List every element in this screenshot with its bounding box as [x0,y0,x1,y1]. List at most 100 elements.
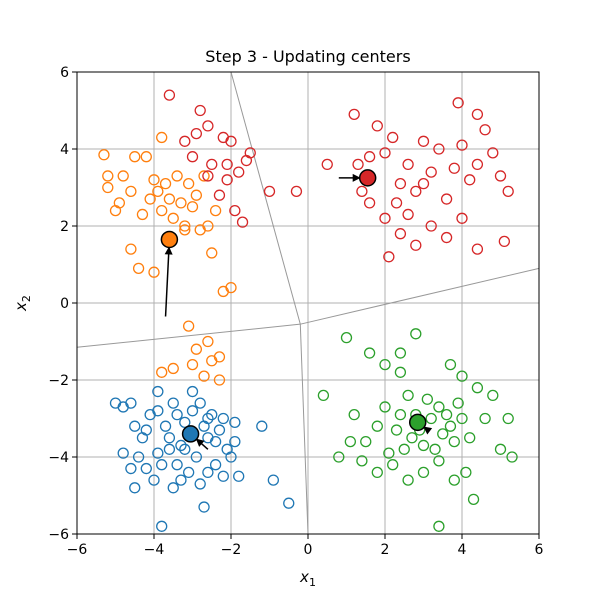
data-point [194,478,206,490]
data-point [383,447,395,459]
y-tick-label: 4 [60,142,69,158]
data-point [156,204,168,217]
y-axis-label: x2 [12,295,33,312]
cluster-center [181,425,200,443]
data-point [460,466,472,479]
cluster-centers [160,169,427,443]
data-point [267,474,280,486]
data-point [140,424,152,436]
data-point [348,408,360,421]
cluster-center [358,169,377,187]
data-point [398,443,410,455]
data-point [402,158,414,171]
data-point [117,401,129,413]
data-point [167,397,179,409]
data-point [136,432,149,444]
data-point [402,208,414,221]
data-point [363,197,376,209]
data-point [217,131,229,144]
y-tick-label: 6 [60,65,69,81]
data-point [190,451,203,463]
data-point [182,320,195,332]
data-point [125,397,137,409]
data-point [202,466,214,479]
data-point [456,212,468,224]
data-point [410,239,422,251]
data-point [402,389,414,402]
y-tick-label: 2 [60,219,69,235]
data-point [186,405,199,417]
data-point [206,355,218,367]
data-point [102,181,114,194]
data-point [417,439,430,452]
data-point [452,397,464,409]
data-point [209,459,222,471]
data-point [98,149,110,161]
data-point [171,459,183,471]
data-point [379,147,391,159]
data-point [167,212,179,224]
data-point [236,216,249,228]
data-point [132,262,145,275]
data-point [240,154,253,167]
cluster-center [160,230,179,249]
data-point [163,89,176,101]
data-point [506,451,518,463]
data-point [186,358,199,371]
data-point [433,520,445,532]
data-point [171,408,183,421]
data-point [394,366,407,378]
data-point [213,351,226,363]
data-point [440,231,453,244]
data-point [371,466,383,479]
data-point [360,435,372,448]
data-point [171,170,183,182]
data-point [433,455,445,467]
data-point [333,451,345,463]
data-point [440,193,453,205]
axis-ticks: −6 −4 −2 0 2 4 6 −6 −4 −2 0 2 4 6 [48,65,543,558]
data-point [140,151,152,163]
data-point [390,424,403,436]
data-point [456,139,468,151]
data-point [148,474,160,486]
data-point [159,420,172,432]
data-point [213,424,226,436]
data-point [425,220,437,232]
data-point [117,447,129,459]
data-point [429,443,441,455]
data-point [344,435,357,448]
data-point [394,347,407,359]
data-point [379,401,391,413]
data-point [198,370,210,382]
data-point [175,439,187,452]
data-point [202,335,214,348]
data-point [186,201,199,213]
data-point [156,366,168,378]
data-point [352,158,364,171]
y-tick-label: 0 [60,296,69,312]
data-point [163,443,176,455]
data-point [202,412,214,425]
data-point [213,189,226,201]
data-point [229,204,241,217]
data-point [417,466,430,479]
data-point [136,208,149,221]
x-tick-label: −4 [144,542,165,558]
data-point [256,420,268,432]
data-point [167,362,179,375]
data-point [471,243,484,255]
voronoi-boundaries [76,71,540,535]
voronoi-edge [230,71,301,325]
data-point [467,493,480,506]
data-point [194,104,206,117]
center-arrow-head [423,426,433,435]
data-point [233,166,245,178]
data-point [225,451,237,463]
data-point [209,204,222,217]
data-point [417,177,430,190]
data-point [217,412,229,425]
y-tick-label: −4 [48,450,69,466]
data-point [471,382,484,394]
data-point [317,389,330,402]
